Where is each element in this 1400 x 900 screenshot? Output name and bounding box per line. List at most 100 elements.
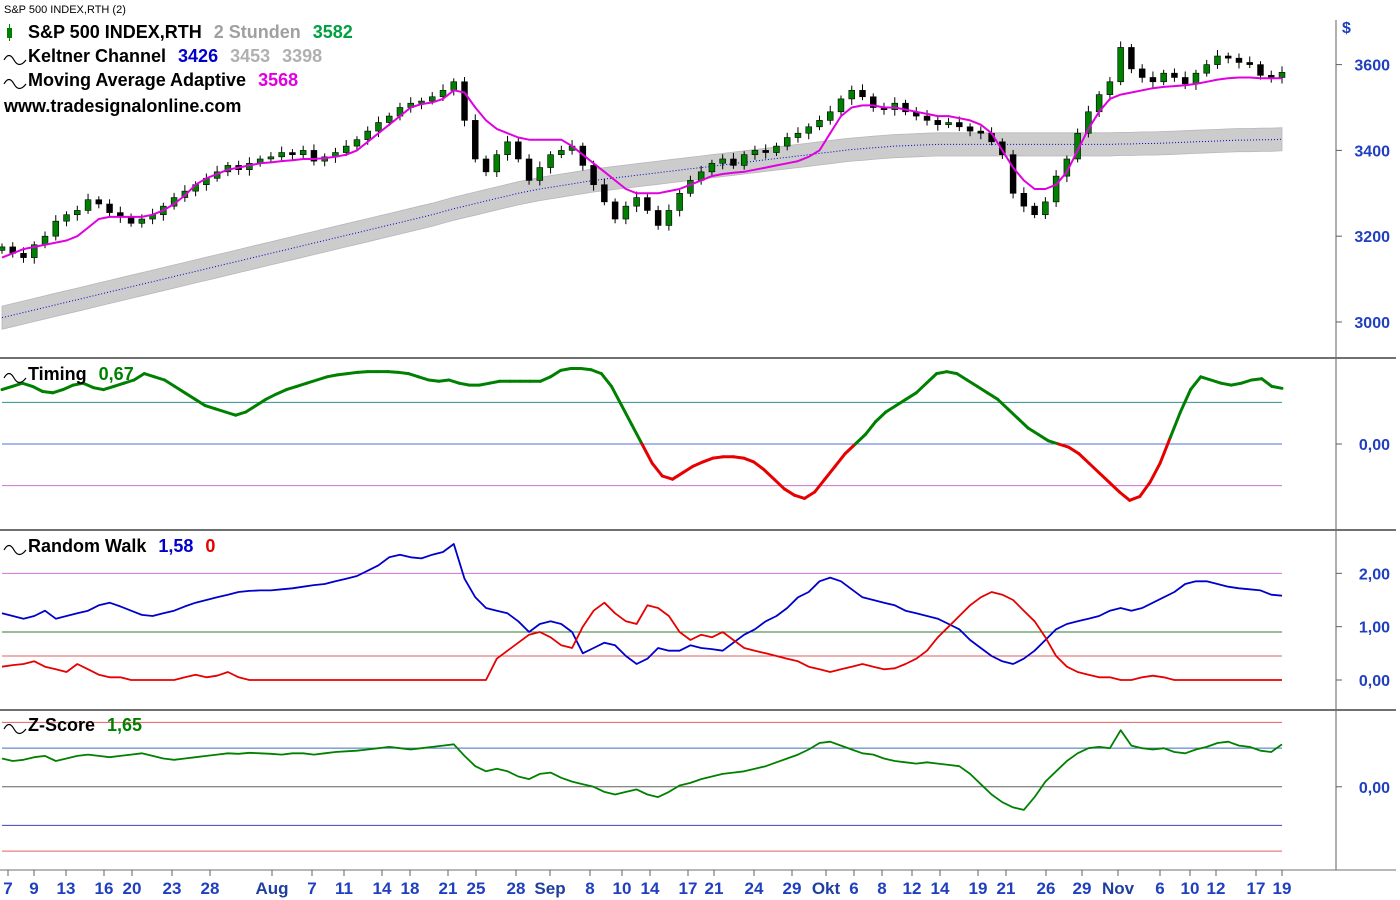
- timing-line-segment: [843, 442, 857, 456]
- candle-body: [708, 162, 716, 173]
- candle-body: [299, 150, 307, 155]
- x-tick-label: 6: [849, 879, 858, 898]
- y-tick-label: 3600: [1354, 58, 1390, 75]
- timing-line-segment: [437, 378, 451, 383]
- x-tick-label: 26: [1037, 879, 1056, 898]
- candle-body: [493, 154, 501, 173]
- candle-body: [622, 205, 630, 220]
- timing-line-segment: [10, 381, 24, 388]
- legend-value: 1,58: [158, 536, 193, 556]
- candle-body: [375, 122, 382, 132]
- indicator-wave-icon: [3, 544, 27, 556]
- timing-line-segment: [863, 420, 878, 436]
- timing-line-segment: [102, 384, 116, 392]
- candle-body: [665, 210, 673, 226]
- chart-panels: 3600 3400 3200 3000 $ S&P 500 INDEX,RTH 2 Stun…: [0, 20, 1396, 871]
- timing-line-segment: [579, 366, 593, 372]
- timing-line-segment: [924, 372, 939, 385]
- y-tick-label: 0,00: [1359, 780, 1390, 797]
- timing-line-segment: [406, 372, 421, 379]
- timing-line-segment: [1260, 377, 1274, 388]
- candle-body: [762, 150, 769, 153]
- x-month-label: Nov: [1102, 879, 1135, 898]
- timing-line-segment: [1219, 381, 1233, 387]
- candle-body: [1138, 68, 1146, 78]
- candle-body: [1257, 64, 1264, 76]
- indicator-wave-icon: [3, 723, 27, 735]
- timing-line-segment: [345, 370, 360, 376]
- indicator-wave-icon: [3, 372, 27, 384]
- timing-line-segment: [1077, 452, 1091, 465]
- x-month-label: Aug: [255, 879, 288, 898]
- candle-body: [0, 246, 6, 251]
- timing-line-segment: [711, 455, 725, 460]
- timing-line-segment: [996, 397, 1010, 411]
- x-tick-label: 7: [307, 879, 316, 898]
- timing-line-segment: [965, 378, 979, 388]
- x-tick-label: 17: [679, 879, 698, 898]
- timing-line-segment: [681, 464, 695, 475]
- timing-line-segment: [874, 410, 888, 424]
- timing-line-segment: [1148, 461, 1162, 484]
- candle-body: [923, 115, 931, 121]
- candle-body: [461, 81, 468, 121]
- timing-line-segment: [640, 442, 654, 465]
- candle-body: [740, 154, 748, 166]
- timing-line-segment: [670, 471, 685, 481]
- legend-value: 3568: [258, 70, 298, 90]
- timing-line-segment: [417, 375, 431, 382]
- candle-body: [20, 253, 27, 258]
- candle-body: [1181, 77, 1189, 85]
- x-tick-label: 14: [373, 879, 392, 898]
- panel-legend: Timing 0,67: [3, 364, 134, 384]
- timing-line-segment: [1046, 439, 1061, 446]
- timing-line-segment: [1026, 426, 1040, 436]
- random-walk-low-line: [1, 591, 1282, 681]
- y-tick-label: 3400: [1354, 143, 1390, 160]
- candle-body: [1224, 55, 1232, 59]
- timing-line-segment: [1067, 445, 1081, 456]
- x-tick-label: 12: [1207, 879, 1226, 898]
- candle-body: [95, 199, 103, 205]
- candle-body: [310, 150, 318, 162]
- x-tick-label: 12: [903, 879, 922, 898]
- candle-body: [74, 210, 81, 216]
- x-tick-label: 8: [877, 879, 886, 898]
- x-tick-label: 29: [1073, 879, 1092, 898]
- y-tick-label: 2,00: [1359, 566, 1390, 583]
- timing-line-segment: [264, 392, 278, 401]
- timing-line-segment: [122, 378, 136, 385]
- timing-line-segment: [1128, 494, 1142, 502]
- timing-line-segment: [1209, 378, 1223, 385]
- candle-body: [450, 81, 457, 91]
- x-tick-label: 19: [969, 879, 988, 898]
- z-score-line: [1, 729, 1283, 811]
- legend-value: 0: [205, 536, 215, 556]
- timing-line-segment: [30, 384, 45, 394]
- timing-line-segment: [152, 375, 167, 382]
- timing-line-segment: [1229, 381, 1243, 387]
- candle-body: [31, 244, 38, 258]
- random-walk-high-line: [1, 543, 1283, 665]
- timing-line-segment: [477, 381, 492, 387]
- candle-body: [1192, 72, 1200, 85]
- timing-line-segment: [112, 381, 126, 388]
- candle-body: [837, 98, 845, 113]
- x-tick-label: 14: [641, 879, 660, 898]
- timing-line-segment: [81, 381, 95, 390]
- legend-value: 1,65: [107, 715, 142, 735]
- x-tick-label: 28: [201, 879, 220, 898]
- candle-body: [1106, 81, 1114, 95]
- timing-line-segment: [650, 461, 664, 478]
- timing-line-segment: [660, 474, 674, 481]
- candle-body: [1160, 72, 1167, 83]
- timing-line-segment: [985, 391, 1000, 401]
- candle-body: [1246, 62, 1253, 65]
- timing-line-segment: [213, 407, 227, 414]
- timing-line-segment: [447, 378, 461, 385]
- timing-line-segment: [0, 384, 14, 392]
- timing-line-segment: [610, 384, 624, 408]
- panel-legend: Z-Score 1,65: [3, 715, 142, 735]
- legend-series-name: Random Walk: [28, 536, 147, 556]
- legend-value: 3398: [282, 46, 322, 66]
